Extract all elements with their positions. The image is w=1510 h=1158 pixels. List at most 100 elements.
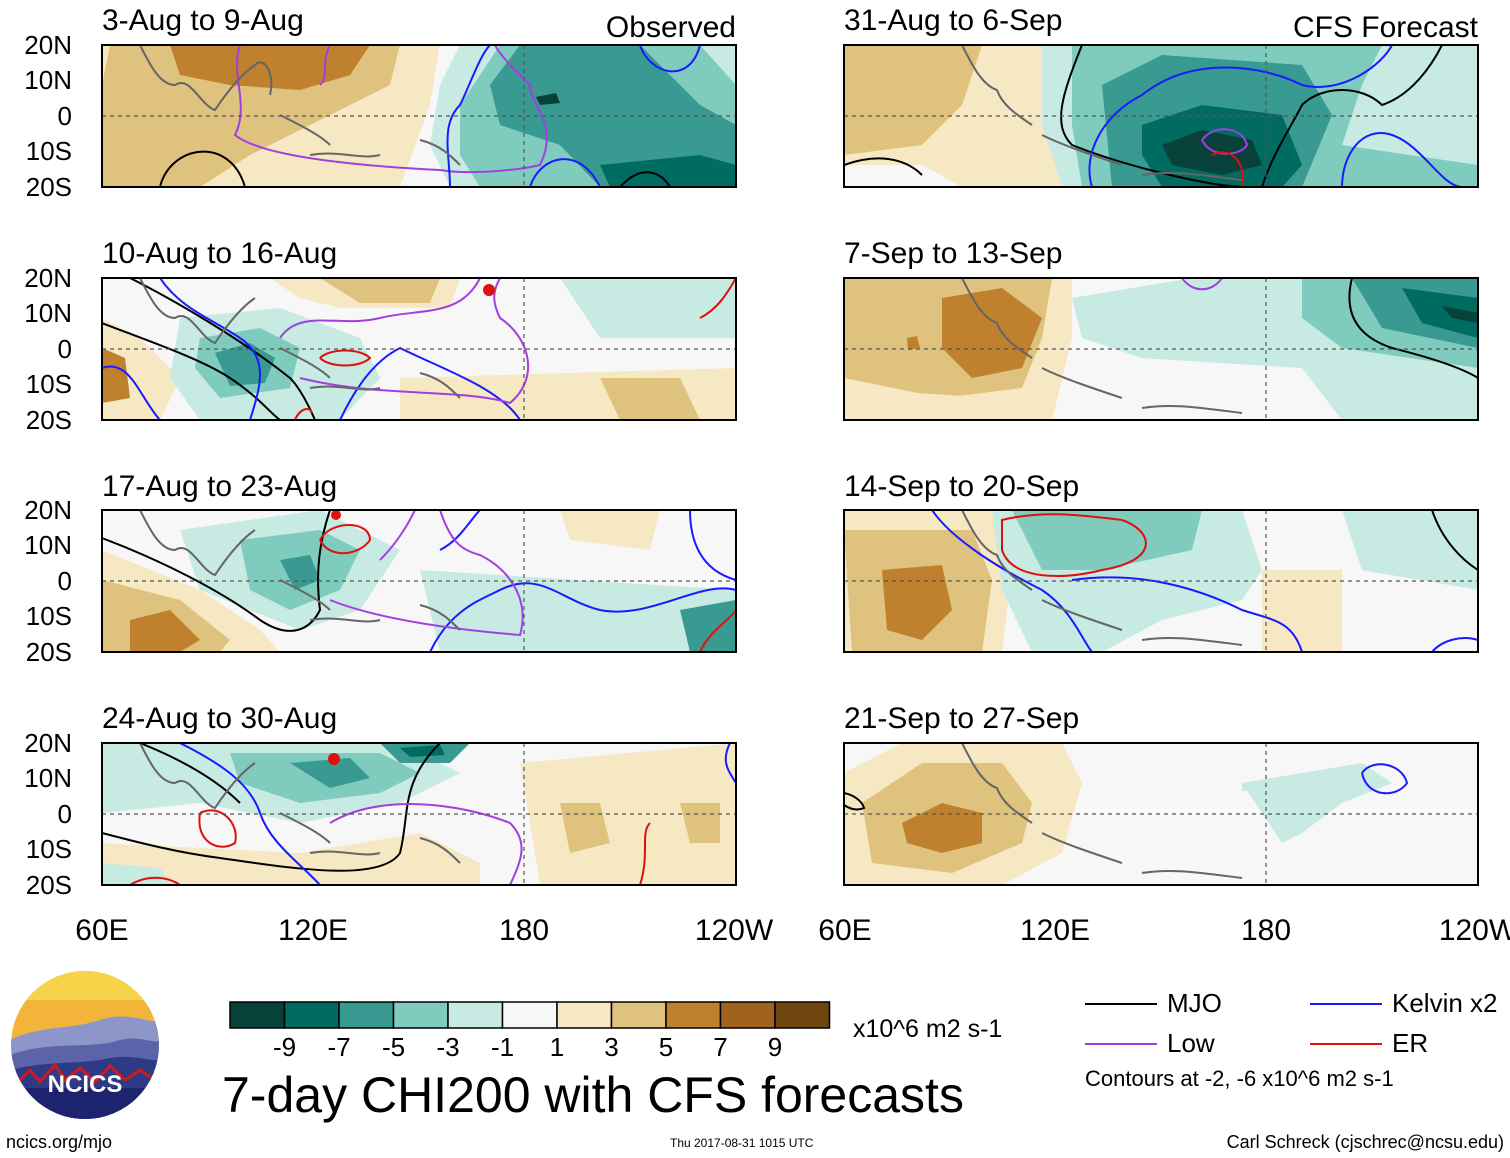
map-panel-6 (843, 509, 1479, 653)
lat-label: 10N (24, 530, 72, 560)
lat-label: 20N (24, 263, 72, 293)
kelvin-contour (639, 45, 701, 73)
mjo-contour (1060, 45, 1443, 187)
legend-swatch (1085, 1002, 1157, 1005)
lon-label: 120E (278, 914, 348, 947)
kelvin-contour (689, 510, 736, 581)
main-title: 7-day CHI200 with CFS forecasts (222, 1067, 964, 1123)
lat-label: 10S (26, 834, 72, 864)
low-contour (379, 510, 416, 561)
lat-label: 20N (24, 495, 72, 525)
lat-label: 0 (58, 101, 72, 131)
kelvin-contour (179, 743, 321, 885)
kelvin-contour (931, 510, 1093, 652)
map-panel-2 (843, 44, 1479, 188)
kelvin-contour (102, 365, 161, 420)
map-panel-1 (101, 44, 737, 188)
legend-item-kelvin: Kelvin x2 (1310, 988, 1498, 1019)
er-contour (198, 809, 237, 848)
contour-legend: MJO Kelvin x2 Low ER Contours at -2, -6 … (1085, 988, 1505, 1098)
er-contour (319, 349, 372, 367)
panel-title: 24-Aug to 30-Aug (102, 702, 337, 735)
colorbar-swatch (610, 1001, 667, 1029)
lat-label: 10S (26, 601, 72, 631)
kelvin-contour (1071, 576, 1303, 652)
colorbar-tick-label: 7 (713, 1032, 727, 1062)
lat-label: 10S (26, 136, 72, 166)
lon-labels: 60E 120E 180 120W 60E 120E 180 120W (75, 914, 1510, 947)
storm-marker (331, 510, 341, 520)
kelvin-contour (446, 45, 491, 187)
legend-swatch (1310, 1002, 1382, 1005)
lat-label: 0 (58, 566, 72, 596)
low-contour (1181, 278, 1223, 291)
colorbar-swatch (556, 1001, 613, 1029)
mjo-contour (102, 743, 441, 872)
kelvin-contour (1088, 45, 1393, 187)
legend-item-mjo: MJO (1085, 988, 1222, 1019)
kelvin-contour (1361, 763, 1409, 795)
map-panel-4 (843, 277, 1479, 421)
colorbar-tick-label: -3 (436, 1032, 459, 1062)
lat-label: 20S (26, 405, 72, 435)
panel-title: 17-Aug to 23-Aug (102, 470, 337, 503)
footer-credit: Carl Schreck (cjschrec@ncsu.edu) (1226, 1132, 1504, 1152)
lat-label: 20N (24, 30, 72, 60)
legend-label: MJO (1167, 988, 1222, 1018)
er-contour (699, 609, 736, 652)
lat-label: 10N (24, 298, 72, 328)
footer-url[interactable]: ncics.org/mjo (6, 1132, 113, 1152)
mjo-contour (844, 157, 923, 176)
lat-labels: 20N 10N 0 10S 20S 20N 10N 0 10S 20S 20N … (24, 30, 72, 900)
lon-label: 180 (499, 914, 549, 947)
lon-label: 180 (1241, 914, 1291, 947)
colorbar-tick-label: 5 (659, 1032, 673, 1062)
colorbar-tick-label: -7 (327, 1032, 350, 1062)
storm-marker (328, 753, 340, 765)
colorbar-tick-label: -1 (491, 1032, 514, 1062)
colorbar-tick-label: 1 (550, 1032, 564, 1062)
lat-label: 20S (26, 637, 72, 667)
lat-label: 10N (24, 763, 72, 793)
mjo-contour (102, 510, 331, 632)
ncics-logo: NCICS (11, 971, 159, 1119)
colorbar-swatch (338, 1001, 395, 1029)
er-contour (1001, 513, 1147, 577)
panel-grid: 3-Aug to 9-Aug 31-Aug to 6-Sep 10-Aug to… (24, 4, 1510, 947)
kelvin-contour (339, 346, 521, 420)
legend-swatch (1310, 1042, 1382, 1045)
mjo-contour (139, 743, 241, 804)
low-contour (1201, 128, 1249, 155)
kelvin-contour (1431, 637, 1478, 652)
footer-timestamp: Thu 2017-08-31 1015 UTC (670, 1136, 814, 1150)
colorbar-swatch (719, 1001, 776, 1029)
legend-swatch (1085, 1042, 1157, 1045)
legend-label: ER (1392, 1028, 1429, 1058)
colorbar-swatch (392, 1001, 449, 1029)
lon-label: 60E (75, 914, 128, 947)
map-panel-8 (843, 742, 1479, 886)
colorbar-swatch (501, 1001, 558, 1029)
legend-label: Kelvin x2 (1392, 988, 1498, 1018)
contour-note: Contours at -2, -6 x10^6 m2 s-1 (1085, 1066, 1394, 1091)
lon-label: 120W (1439, 914, 1510, 947)
er-contour (639, 822, 651, 885)
panel-title: 3-Aug to 9-Aug (102, 4, 304, 37)
kelvin-contour (439, 510, 481, 551)
er-contour (294, 407, 313, 420)
mjo-contour (1431, 510, 1478, 571)
colorbar-tick-label: 3 (604, 1032, 618, 1062)
kelvin-contour (429, 582, 736, 652)
low-contour (233, 45, 548, 174)
colorbar-swatch (447, 1001, 504, 1029)
colorbar-swatch (774, 1001, 831, 1029)
map-panel-7 (101, 742, 737, 886)
colorbar: -9 -7 -5 -3 -1 1 3 5 7 9 (229, 1001, 831, 1062)
lat-label: 0 (58, 799, 72, 829)
panel-title: 21-Sep to 27-Sep (844, 702, 1079, 735)
colorbar-swatch (665, 1001, 722, 1029)
lon-label: 120W (695, 914, 774, 947)
kelvin-contour (1341, 132, 1463, 187)
panel-title: 31-Aug to 6-Sep (844, 4, 1062, 37)
lat-label: 10S (26, 369, 72, 399)
